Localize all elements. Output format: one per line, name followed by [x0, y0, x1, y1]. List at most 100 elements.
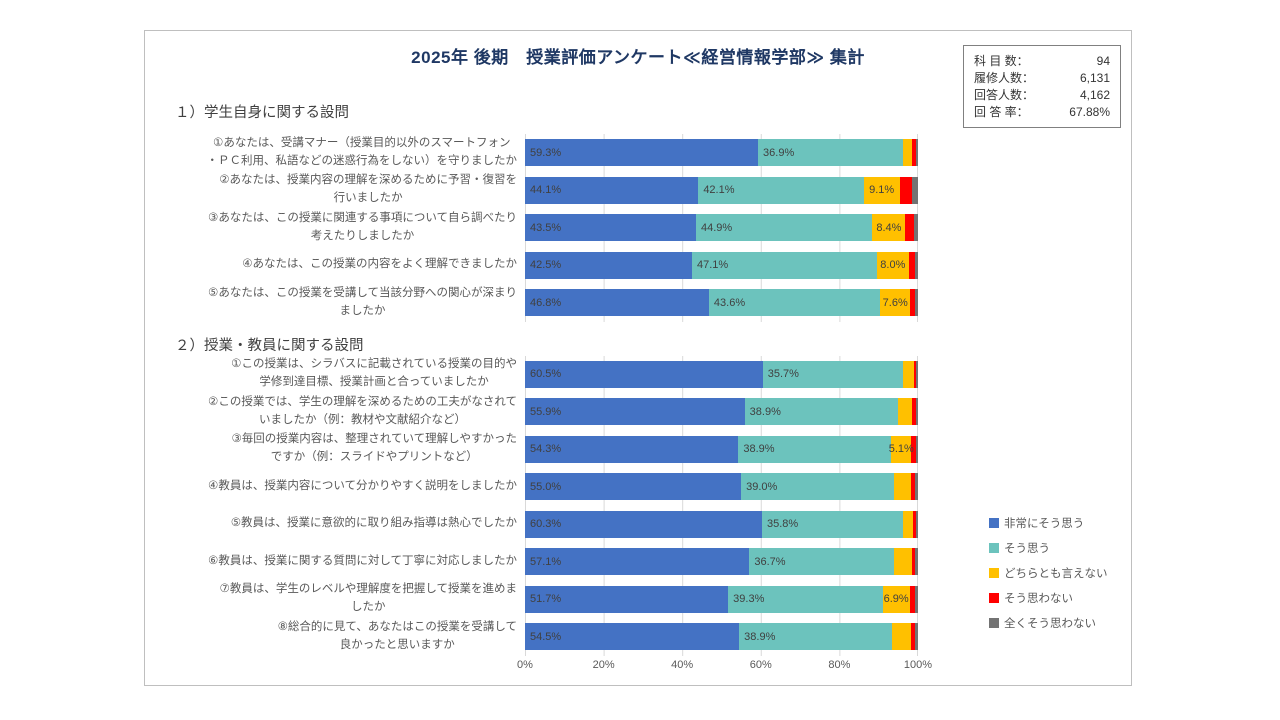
data-label: 38.9% [743, 443, 775, 455]
stacked-bar: 54.5% 38.9% [525, 623, 918, 650]
legend-label: どちらとも言えない [1004, 568, 1108, 580]
question-label: ⑦教員は、学生のレベルや理解度を把握して授業を進めま したか [219, 583, 517, 614]
bar-segment-1: 55.0% [525, 473, 742, 500]
data-label: 38.9% [744, 630, 776, 643]
stacked-bar: 57.1% 36.7% [525, 548, 918, 575]
legend-label: そう思う [1004, 543, 1050, 555]
stacked-bar: 55.9% 38.9% [525, 398, 918, 425]
chart-row: ①この授業は、シラバスに記載されている授業の目的や 学修到達目標、授業計画と合って… [175, 355, 935, 393]
x-axis-tick: 60% [749, 658, 772, 671]
data-label: 39.3% [733, 593, 765, 605]
stat-label: 回答人数： [974, 88, 1035, 102]
data-label: 6.9% [883, 593, 909, 605]
legend-item: 非常にそう思う [989, 515, 1108, 531]
data-label: 43.5% [530, 221, 562, 234]
question-label: ②この授業では、学生の理解を深めるための工夫がなされて いましたか（例：教材や文献… [208, 395, 517, 426]
bar-segment-1: 51.7% [525, 585, 729, 613]
data-label: 42.1% [703, 184, 735, 196]
stacked-bar: 42.5% 47.1% 8.0% [525, 251, 918, 279]
bar-segment-2: 39.0% [741, 473, 895, 500]
legend-item: 全くそう思わない [989, 615, 1108, 631]
bar-segment-1: 44.1% [525, 176, 699, 204]
data-label: 60.3% [530, 518, 562, 530]
chart-row: ①あなたは、受講マナー（授業目的以外のスマートフォン ・ＰＣ利用、私語などの迷惑行… [175, 134, 935, 172]
question-label: ④あなたは、この授業の内容をよく理解できましたか [242, 258, 517, 271]
summary-stats-box: 科 目 数： 94 履修人数： 6,131 回答人数： 4,162 回 答 率：… [963, 45, 1121, 128]
question-label: ⑤教員は、授業に意欲的に取り組み指導は熱心でしたか [230, 517, 517, 530]
data-label: 60.5% [530, 368, 562, 380]
question-label: ⑥教員は、授業に関する質問に対して丁寧に対応しましたか [208, 554, 517, 567]
bar-segment-4 [910, 289, 916, 316]
bar-segment-2: 44.9% [695, 214, 873, 241]
bar-segment-4 [911, 139, 916, 166]
bar-segment-3: 7.6% [880, 289, 911, 316]
chart-row: ⑥教員は、授業に関する質問に対して丁寧に対応しましたか 57.1% 36.7% [175, 543, 935, 581]
bar-segment-4 [910, 473, 916, 500]
data-label: 8.0% [880, 259, 906, 271]
legend-label: 非常にそう思う [1004, 518, 1085, 530]
stacked-bar: 55.0% 39.0% [525, 473, 918, 500]
bar-segment-1: 54.3% [525, 435, 739, 463]
legend-label: 全くそう思わない [1004, 618, 1096, 630]
bar-track: 60.3% 35.8% [525, 505, 918, 543]
bar-track: 43.5% 44.9% 8.4% [525, 209, 918, 247]
bar-segment-5 [916, 510, 918, 538]
chart-row: ③あなたは、この授業に関連する事項について自ら調べたり 考えたりしましたか 43.5… [175, 209, 935, 247]
data-label: 47.1% [697, 259, 729, 271]
data-label: 39.0% [746, 480, 778, 493]
stacked-bar: 46.8% 43.6% 7.6% [525, 289, 918, 316]
bar-segment-3: 5.1% [888, 435, 914, 463]
x-axis: 0% 20% 40% 60% 80% 100% [175, 656, 935, 674]
legend-item: そう思わない [989, 590, 1108, 606]
question-label: ④教員は、授業内容について分かりやすく説明をしましたか [208, 479, 517, 492]
bar-track: 59.3% 36.9% [525, 134, 918, 172]
bar-segment-3 [892, 623, 911, 650]
question-label: ⑧総合的に見て、あなたはこの授業を受講して 良かったと思いますか [277, 620, 517, 651]
stacked-bar: 59.3% 36.9% [525, 139, 918, 166]
bar-segment-1: 46.8% [525, 289, 709, 316]
bar-track: 42.5% 47.1% 8.0% [525, 246, 918, 284]
bar-track: 55.0% 39.0% [525, 468, 918, 506]
bar-segment-4 [912, 398, 917, 425]
data-label: 35.7% [767, 368, 799, 380]
bar-segment-2: 38.9% [738, 435, 892, 463]
bar-segment-4 [905, 214, 915, 241]
stat-value: 4,162 [1079, 88, 1110, 102]
legend-item: どちらとも言えない [989, 565, 1108, 581]
data-label: 55.9% [530, 405, 562, 418]
bar-segment-4 [909, 585, 916, 613]
stat-respondents: 回答人数： 4,162 [974, 87, 1110, 104]
bar-segment-5 [915, 289, 918, 316]
data-label: 36.9% [763, 146, 795, 159]
x-axis-tick: 100% [903, 658, 933, 671]
bar-track: 44.1% 42.1% 9.1% [525, 171, 918, 209]
x-axis-tick: 80% [828, 658, 851, 671]
chart-row: ⑦教員は、学生のレベルや理解度を把握して授業を進めま したか 51.7% 39.3% 6… [175, 580, 935, 618]
bar-segment-1: 60.5% [525, 360, 763, 388]
stacked-bar-chart: １）学生自身に関する設問 ①あなたは、受講マナー（授業目的以外のスマートフォン ・Ｐ… [175, 99, 935, 674]
section-heading: １）学生自身に関する設問 [175, 105, 349, 121]
chart-row: ③毎回の授業内容は、整理されていて理解しやすかった ですか（例：スライドやプリント… [175, 430, 935, 468]
bar-segment-4 [910, 623, 916, 650]
chart-row: ⑧総合的に見て、あなたはこの授業を受講して 良かったと思いますか 54.5% 38.9… [175, 618, 935, 656]
data-label: 51.7% [530, 593, 562, 605]
bar-segment-3: 9.1% [863, 176, 900, 204]
chart-row: ②あなたは、授業内容の理解を深めるために予習・復習を 行いましたか 44.1% 42.… [175, 171, 935, 209]
question-label: ③毎回の授業内容は、整理されていて理解しやすかった ですか（例：スライドやプリント… [231, 433, 517, 464]
bar-track: 54.5% 38.9% [525, 618, 918, 656]
bar-segment-3: 8.0% [877, 251, 909, 279]
bar-segment-5 [915, 473, 918, 500]
data-label: 54.5% [530, 630, 562, 643]
bar-segment-2: 35.7% [762, 360, 904, 388]
data-label: 7.6% [882, 296, 908, 309]
data-label: 44.9% [700, 221, 733, 234]
bar-segment-2: 43.6% [708, 289, 881, 316]
bar-segment-4 [899, 176, 913, 204]
bar-segment-3 [903, 139, 912, 166]
stat-value: 94 [1096, 54, 1110, 68]
chart-row: ②この授業では、学生の理解を深めるための工夫がなされて いましたか（例：教材や文献… [175, 393, 935, 431]
data-label: 5.1% [888, 443, 914, 455]
bar-segment-5 [916, 360, 918, 388]
stat-value: 67.88% [1069, 105, 1110, 119]
data-label: 43.6% [713, 296, 746, 309]
